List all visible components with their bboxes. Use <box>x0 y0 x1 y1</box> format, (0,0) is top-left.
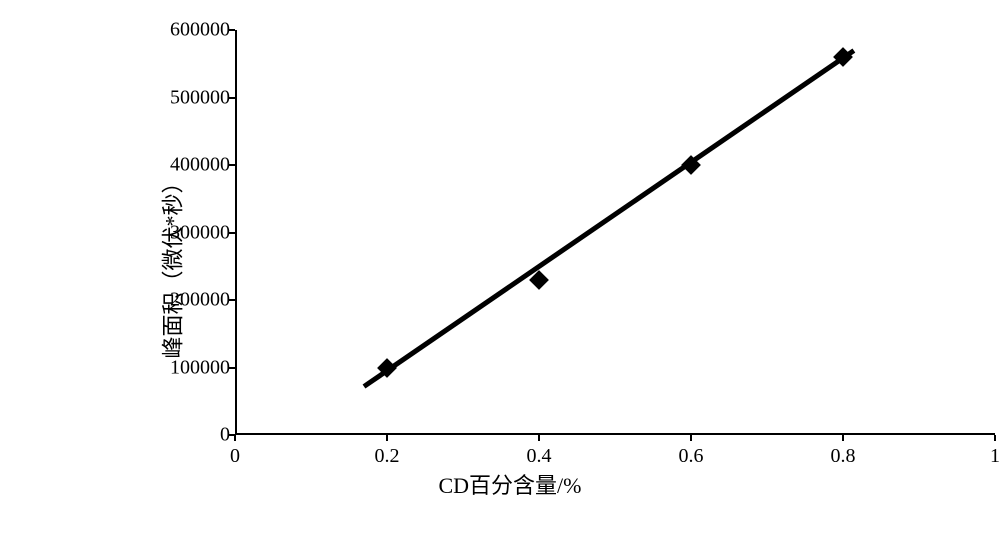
x-tick-mark <box>234 435 236 441</box>
y-tick-label: 200000 <box>170 289 230 312</box>
x-tick-label: 0.4 <box>527 445 552 468</box>
y-axis-label: 峰面积（微伏*秒） <box>156 171 188 358</box>
x-tick-label: 0.8 <box>831 445 856 468</box>
x-axis-line <box>235 433 995 435</box>
y-axis-line <box>235 30 237 435</box>
x-tick-label: 1 <box>990 445 1000 468</box>
y-tick-label: 600000 <box>170 19 230 42</box>
y-tick-label: 500000 <box>170 86 230 109</box>
y-tick-label: 0 <box>220 424 230 447</box>
x-tick-mark <box>386 435 388 441</box>
x-tick-mark <box>538 435 540 441</box>
y-tick-label: 300000 <box>170 221 230 244</box>
x-tick-mark <box>690 435 692 441</box>
x-tick-label: 0.6 <box>679 445 704 468</box>
chart-container: 峰面积（微伏*秒） CD百分含量/% 0 100000 200000 300000 40… <box>60 20 960 510</box>
plot-area <box>235 30 995 435</box>
x-tick-mark <box>842 435 844 441</box>
x-tick-label: 0.2 <box>375 445 400 468</box>
x-axis-label: CD百分含量/% <box>438 468 581 500</box>
y-tick-label: 100000 <box>170 356 230 379</box>
trend-line <box>363 48 856 388</box>
x-tick-mark <box>994 435 996 441</box>
y-tick-label: 400000 <box>170 154 230 177</box>
x-tick-label: 0 <box>230 445 240 468</box>
